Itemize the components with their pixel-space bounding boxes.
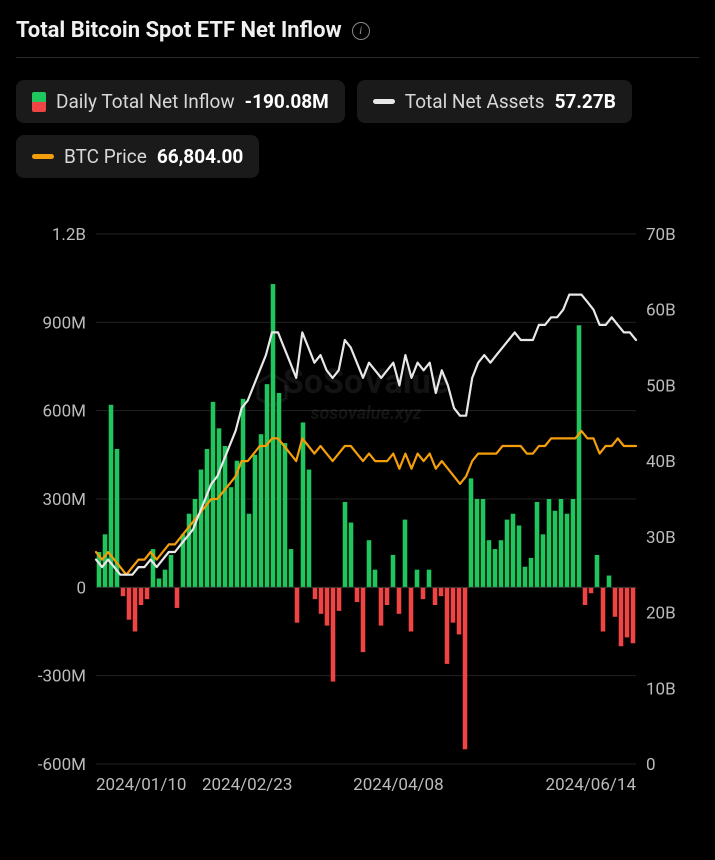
pill-total-assets: Total Net Assets 57.27B xyxy=(357,80,632,123)
page-title: Total Bitcoin Spot ETF Net Inflow xyxy=(16,18,342,43)
pill-price-value: 66,804.00 xyxy=(157,145,244,168)
line-swatch-icon xyxy=(32,154,54,159)
bar-swatch-icon xyxy=(32,92,46,112)
pill-btc-price: BTC Price 66,804.00 xyxy=(16,135,259,178)
svg-text:2024/02/23: 2024/02/23 xyxy=(202,775,292,795)
svg-text:70B: 70B xyxy=(646,225,676,245)
svg-text:-600M: -600M xyxy=(38,755,86,775)
header: Total Bitcoin Spot ETF Net Inflow i xyxy=(16,18,699,58)
chart-container: -600M -300M 0 300M 600M 900M 1.2B 0 10B 20B 30B 40B… xyxy=(16,204,699,804)
svg-text:300M: 300M xyxy=(42,490,86,510)
pill-assets-value: 57.27B xyxy=(555,90,616,113)
pill-assets-label: Total Net Assets xyxy=(405,90,545,113)
svg-text:sosovalue.xyz: sosovalue.xyz xyxy=(310,403,421,424)
inflow-chart: -600M -300M 0 300M 600M 900M 1.2B 0 10B 20B 30B 40B… xyxy=(16,204,696,804)
svg-text:0: 0 xyxy=(76,578,86,598)
pill-price-label: BTC Price xyxy=(64,145,147,168)
svg-text:900M: 900M xyxy=(42,313,86,333)
svg-text:10B: 10B xyxy=(646,679,676,699)
pill-daily-label: Daily Total Net Inflow xyxy=(56,90,235,113)
svg-text:30B: 30B xyxy=(646,528,676,548)
svg-text:2024/04/08: 2024/04/08 xyxy=(353,775,443,795)
svg-text:0: 0 xyxy=(646,755,656,775)
svg-text:600M: 600M xyxy=(42,402,86,422)
svg-text:1.2B: 1.2B xyxy=(52,225,86,245)
svg-text:40B: 40B xyxy=(646,452,676,472)
svg-text:20B: 20B xyxy=(646,604,676,624)
legend-pills: Daily Total Net Inflow -190.08M Total Ne… xyxy=(16,80,699,178)
line-swatch-icon xyxy=(373,99,395,104)
svg-text:2024/01/10: 2024/01/10 xyxy=(96,775,186,795)
svg-text:60B: 60B xyxy=(646,301,676,321)
svg-text:-300M: -300M xyxy=(38,667,86,687)
svg-text:2024/06/14: 2024/06/14 xyxy=(546,775,637,795)
info-icon[interactable]: i xyxy=(352,22,370,40)
svg-text:50B: 50B xyxy=(646,376,676,396)
pill-daily-value: -190.08M xyxy=(245,90,329,113)
pill-daily-inflow: Daily Total Net Inflow -190.08M xyxy=(16,80,345,123)
